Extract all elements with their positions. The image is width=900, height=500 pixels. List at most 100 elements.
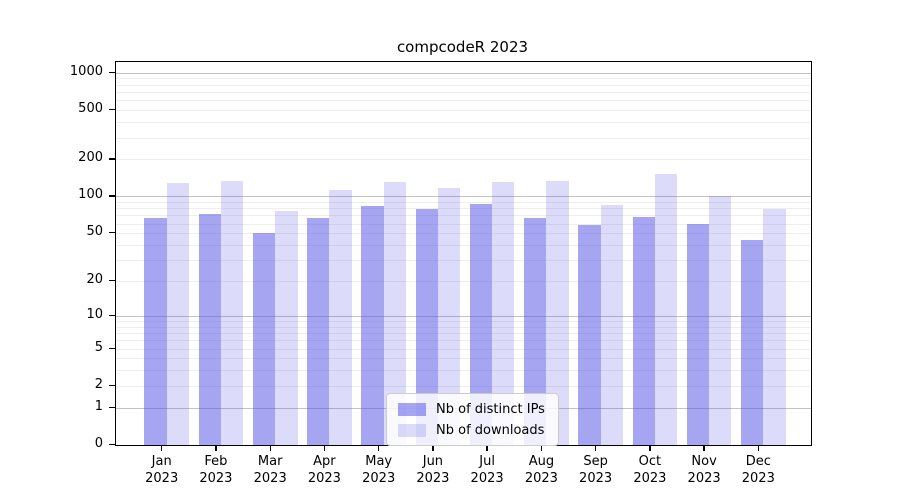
legend-label-distinct-ips: Nb of distinct IPs — [436, 401, 545, 417]
gridline-200 — [116, 159, 811, 161]
bar-dec-distinct-ips — [740, 239, 764, 445]
x-tick-label-aug: Aug 2023 — [513, 453, 569, 487]
x-tick-label-may: May 2023 — [351, 453, 407, 487]
y-tick-mark-200 — [109, 158, 115, 160]
x-tick-label-sep: Sep 2023 — [568, 453, 624, 487]
bar-may-downloads — [383, 182, 407, 445]
x-tick-year: 2023 — [470, 471, 504, 486]
y-tick-mark-50 — [109, 232, 115, 234]
bar-may-distinct-ips — [361, 206, 384, 445]
x-tick-month: Mar — [257, 454, 283, 469]
x-tick-label-jul: Jul 2023 — [459, 453, 515, 487]
x-tick-mark-jun — [432, 445, 434, 452]
gridline-80 — [116, 208, 811, 210]
gridline-50 — [116, 233, 811, 235]
gridline-300 — [116, 137, 811, 139]
x-tick-month: Nov — [691, 454, 717, 469]
x-tick-year: 2023 — [253, 471, 287, 486]
gridline-60 — [116, 223, 811, 225]
plot-area — [115, 61, 812, 446]
legend-swatch-downloads — [398, 423, 426, 437]
x-tick-mark-mar — [269, 445, 271, 452]
bar-nov-downloads — [709, 196, 732, 445]
x-tick-mark-jul — [486, 445, 488, 452]
y-tick-label-10: 10 — [86, 306, 103, 322]
y-tick-label-1: 1 — [94, 398, 103, 414]
gridline-20 — [116, 281, 811, 282]
bar-jul-distinct-ips — [469, 204, 493, 445]
bar-mar-distinct-ips — [252, 233, 276, 445]
gridline-6 — [116, 340, 811, 342]
y-tick-mark-100 — [109, 195, 115, 197]
gridline-70 — [116, 215, 811, 217]
gridline-1000 — [116, 72, 811, 74]
x-tick-mark-apr — [323, 445, 326, 452]
x-tick-year: 2023 — [687, 471, 721, 486]
x-tick-month: Sep — [583, 454, 608, 469]
x-tick-month: Dec — [745, 454, 771, 469]
y-tick-label-20: 20 — [86, 272, 103, 287]
x-tick-year: 2023 — [579, 471, 613, 486]
x-tick-year: 2023 — [362, 471, 396, 486]
legend-label-downloads: Nb of downloads — [436, 422, 545, 438]
bar-apr-distinct-ips — [307, 217, 330, 445]
gridline-30 — [116, 260, 811, 261]
x-tick-label-jan: Jan 2023 — [134, 453, 190, 487]
x-tick-year: 2023 — [524, 471, 558, 486]
y-tick-mark-2 — [109, 384, 115, 387]
legend-row-downloads: Nb of downloads — [398, 422, 545, 438]
bar-feb-downloads — [220, 181, 244, 445]
gridline-40 — [116, 244, 811, 246]
bar-jul-downloads — [492, 181, 515, 445]
bar-nov-distinct-ips — [686, 224, 710, 445]
x-tick-year: 2023 — [199, 471, 233, 486]
x-tick-mark-sep — [594, 445, 597, 452]
x-tick-label-feb: Feb 2023 — [188, 453, 244, 487]
x-tick-mark-aug — [540, 445, 543, 452]
x-tick-year: 2023 — [307, 471, 341, 486]
y-tick-mark-500 — [109, 109, 115, 111]
y-tick-label-200: 200 — [78, 150, 103, 166]
y-tick-label-1000: 1000 — [69, 63, 103, 79]
y-tick-label-0: 0 — [94, 436, 103, 451]
gridline-400 — [116, 122, 811, 123]
x-tick-year: 2023 — [633, 471, 667, 486]
bar-sep-downloads — [600, 205, 623, 445]
bar-mar-downloads — [275, 210, 298, 445]
x-tick-label-oct: Oct 2023 — [622, 453, 678, 487]
x-tick-label-mar: Mar 2023 — [242, 453, 298, 487]
gridline-8 — [116, 326, 811, 328]
x-tick-mark-may — [378, 445, 380, 452]
gridline-800 — [116, 84, 811, 86]
x-tick-month: Jul — [479, 454, 495, 469]
bar-oct-distinct-ips — [632, 216, 655, 445]
gridline-3 — [116, 370, 811, 372]
gridline-2 — [116, 385, 811, 387]
x-tick-mark-oct — [649, 445, 651, 452]
bar-oct-downloads — [654, 173, 678, 445]
y-tick-label-50: 50 — [86, 224, 103, 240]
gridline-100 — [116, 196, 811, 198]
gridline-4 — [116, 358, 811, 360]
bar-jun-downloads — [437, 187, 461, 445]
x-tick-month: May — [365, 454, 393, 469]
bar-jun-distinct-ips — [415, 208, 438, 445]
y-tick-mark-10 — [109, 314, 115, 317]
y-tick-mark-20 — [109, 280, 115, 282]
gridline-9 — [116, 320, 811, 322]
x-tick-mark-nov — [703, 445, 705, 452]
bar-jan-downloads — [166, 183, 190, 445]
bar-sep-distinct-ips — [578, 225, 601, 445]
x-tick-label-apr: Apr 2023 — [296, 453, 352, 487]
gridline-90 — [116, 201, 811, 203]
bar-aug-distinct-ips — [524, 217, 547, 445]
y-tick-label-5: 5 — [94, 339, 103, 355]
gridline-10 — [116, 315, 811, 317]
x-tick-label-dec: Dec 2023 — [730, 453, 786, 487]
chart-title: compcodeR 2023 — [396, 38, 529, 56]
legend-swatch-distinct-ips — [398, 402, 426, 416]
bar-jan-distinct-ips — [144, 218, 167, 445]
y-tick-mark-1000 — [109, 71, 115, 74]
legend-row-distinct-ips: Nb of distinct IPs — [398, 401, 545, 417]
x-tick-year: 2023 — [145, 471, 179, 486]
